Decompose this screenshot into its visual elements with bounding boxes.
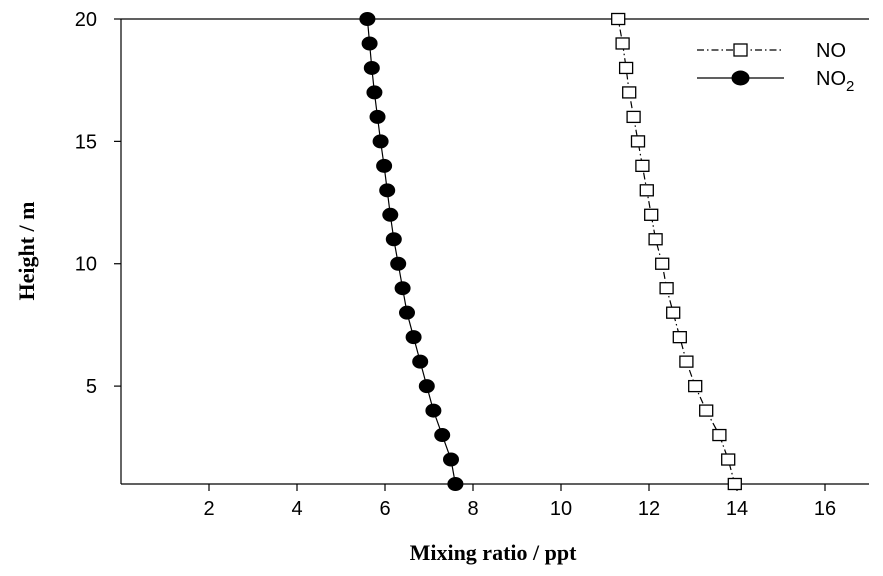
x-tick-label: 8 [467,498,478,520]
data-point [372,134,389,149]
data-point [635,159,650,172]
data-point [366,85,383,100]
data-point [611,12,626,26]
data-point [699,404,714,417]
series-no2 [359,12,464,491]
data-point [379,183,396,198]
plot-frame [120,18,869,485]
data-point [679,355,694,368]
data-point [648,233,663,246]
data-point [727,477,742,491]
x-tick-label: 12 [638,498,660,520]
data-point [622,86,637,99]
x-axis-title: Mixing ratio / ppt [410,540,578,565]
data-point [390,256,407,271]
legend-label-subscript: 2 [846,78,854,95]
legend-item-no: NO [697,40,846,62]
data-point [361,36,378,51]
data-point [434,428,451,443]
y-tick-label: 20 [75,9,97,31]
x-axis-ticks: 2 4 6 8 10 12 14 16 [203,484,836,520]
legend-marker [731,70,750,86]
legend-label: NO2 [816,68,854,95]
legend-label-text: NO [816,40,846,62]
series-no [611,12,742,491]
data-point [405,330,422,345]
data-point [385,232,402,247]
y-axis-title: Height / m [14,202,39,301]
data-point [425,403,442,418]
y-axis-ticks: 5 10 15 20 [75,9,121,398]
x-tick-label: 2 [203,498,214,520]
data-point [672,331,687,344]
data-point [412,354,429,369]
data-point [447,477,464,491]
x-tick-label: 14 [726,498,748,520]
data-point [615,37,630,50]
data-point [394,281,411,296]
data-point [639,184,654,197]
data-point [443,452,459,467]
legend-marker [733,43,748,57]
y-tick-label: 10 [75,254,97,276]
data-point [659,282,674,295]
x-tick-label: 10 [550,498,572,520]
x-tick-label: 6 [379,498,390,520]
data-point [418,379,435,394]
x-tick-label: 16 [814,498,836,520]
data-point [688,379,703,393]
legend-item-no2: NO2 [697,68,854,95]
data-point [399,305,415,320]
data-point [644,208,659,221]
data-point [666,306,681,319]
data-point [369,109,386,124]
data-point [626,110,641,124]
legend-label-text: NO [816,68,846,90]
data-point [363,60,380,75]
data-point [655,257,670,270]
data-point [712,428,727,442]
x-tick-label: 4 [291,498,302,520]
data-point [359,12,376,26]
data-point [721,453,736,466]
series-layer [359,12,742,491]
legend-label: NO [816,40,846,62]
data-point [618,61,634,75]
data-point [376,158,393,173]
data-point [630,135,646,148]
data-point [382,207,399,222]
y-tick-label: 5 [86,376,97,398]
y-tick-label: 15 [75,131,97,153]
